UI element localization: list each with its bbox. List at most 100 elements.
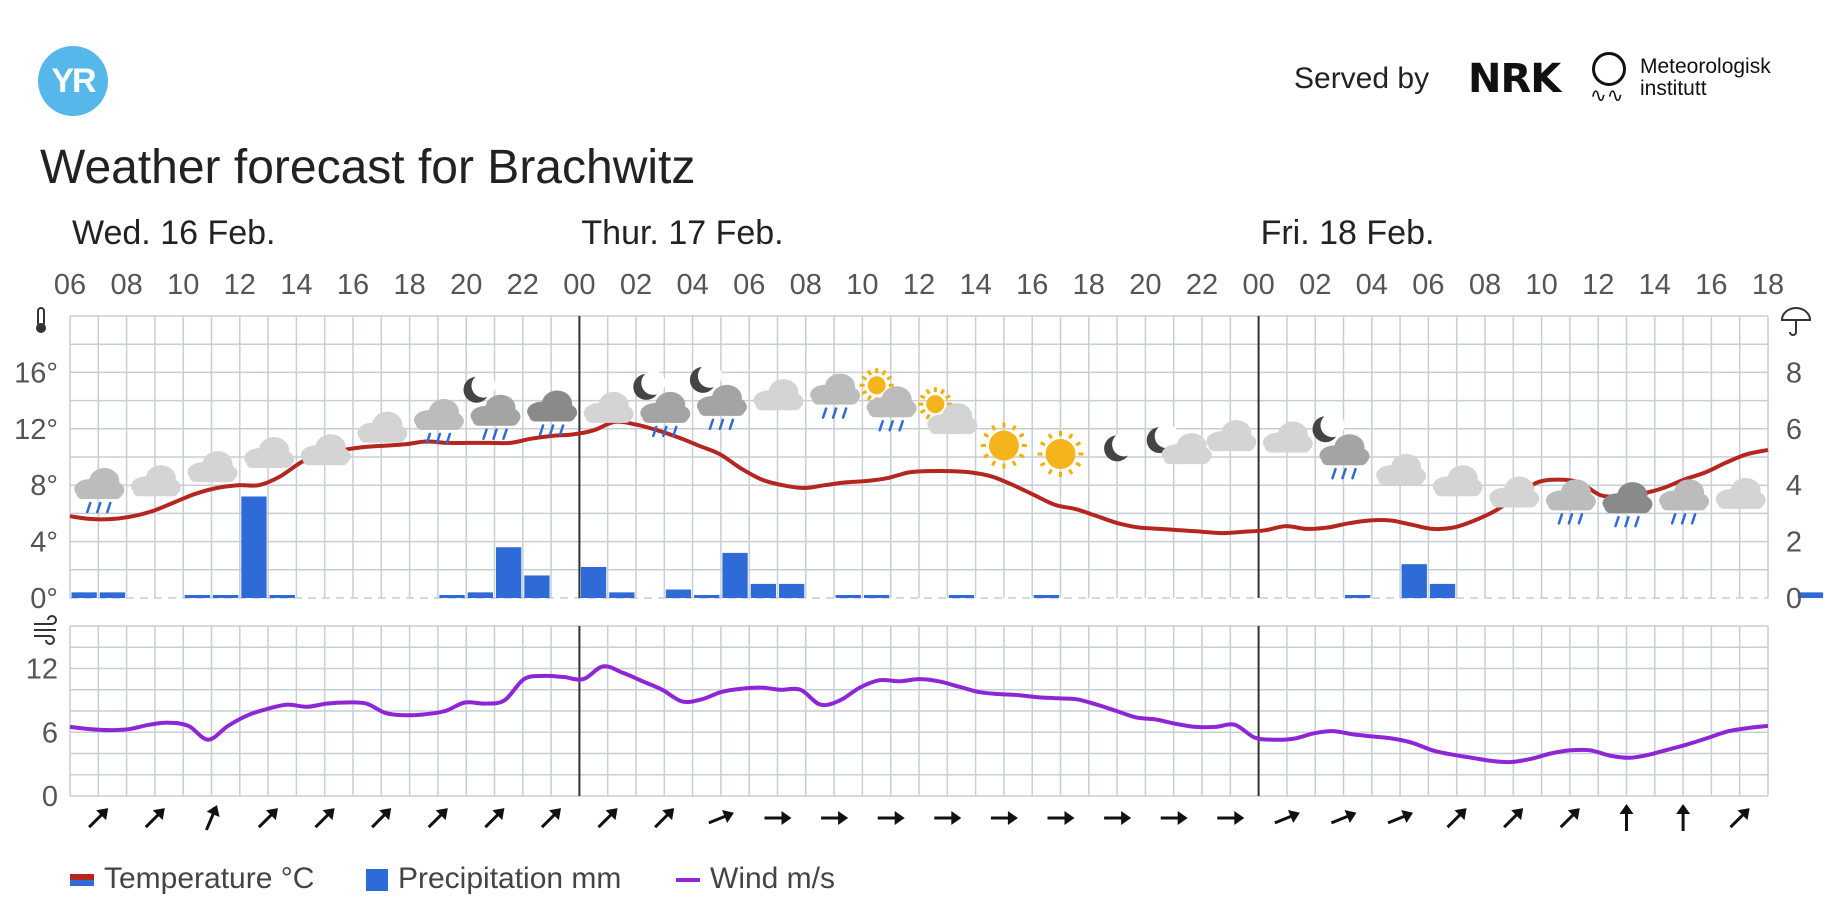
precip-bar — [1345, 595, 1371, 598]
temp-tick-label: 16° — [14, 357, 58, 389]
sun-ray — [866, 394, 872, 401]
wind-arrow-icon — [654, 808, 675, 829]
nightrain-icon — [463, 373, 521, 440]
rain-drop — [1624, 515, 1630, 528]
wind-arrow-head — [1344, 810, 1357, 823]
temp-tick-label: 12° — [14, 414, 58, 446]
x-tick-label: 14 — [1639, 269, 1671, 301]
wind-arrow-head — [1737, 808, 1750, 821]
x-tick-label: 22 — [507, 269, 539, 301]
wind-icon — [34, 615, 57, 645]
cloud-icon — [357, 411, 408, 443]
moon-part — [1154, 424, 1179, 449]
cloud-part — [1547, 498, 1594, 511]
sun-disc — [988, 430, 1019, 461]
precip-bar — [1401, 564, 1427, 598]
moon-part — [1112, 432, 1137, 457]
rain-drop — [841, 407, 848, 419]
x-tick-label: 06 — [54, 269, 86, 301]
suncloud-icon — [918, 387, 978, 435]
cloud-part — [529, 409, 576, 422]
cloud-part — [698, 403, 745, 416]
cloud-icon — [187, 451, 238, 483]
rain-icon — [810, 373, 861, 419]
precip-bar — [779, 583, 805, 598]
x-tick-label: 22 — [1186, 269, 1218, 301]
sun-ray — [1039, 441, 1046, 447]
wind-arrow-icon — [1274, 810, 1300, 825]
cloud-icon — [1262, 421, 1313, 453]
wind-arrow-icon — [1729, 808, 1750, 829]
sun-ray — [1075, 461, 1082, 467]
wind-arrow-icon — [708, 810, 734, 825]
wind-arrow-head — [781, 811, 792, 825]
weather-icons — [74, 363, 1766, 528]
wind-arrow-icon — [257, 808, 278, 829]
sun-ray — [991, 424, 997, 431]
sun-ray — [1075, 441, 1082, 447]
cloud-part — [1163, 452, 1210, 465]
met-logo-line1: Meteorologisk — [1640, 55, 1771, 78]
wind-arrow-head — [1007, 811, 1018, 825]
precip-bar — [524, 575, 550, 598]
rain-drop — [1567, 513, 1574, 525]
met-logo-text[interactable]: Meteorologisk institutt — [1640, 56, 1771, 100]
x-tick-label: 02 — [620, 269, 652, 301]
rain-icon — [413, 398, 464, 445]
wind-arrow-icon — [427, 808, 448, 829]
thermometer-bulb — [36, 323, 46, 333]
sun-disc — [926, 395, 945, 414]
rain-drop — [1351, 467, 1357, 480]
precip-bar — [863, 595, 890, 598]
precip-bar — [835, 595, 861, 598]
rain-drop — [1614, 515, 1620, 528]
sun-icon — [980, 422, 1027, 469]
moon-part — [641, 370, 666, 395]
wind-arrow-icon — [1503, 808, 1524, 829]
nrk-logo[interactable]: NRK — [1468, 56, 1561, 102]
rain-drop — [492, 428, 498, 440]
cloud-icon — [130, 465, 181, 497]
precip-bar — [722, 552, 748, 598]
wind-arrow-head — [379, 808, 392, 821]
darkrain-icon — [527, 390, 578, 436]
precipitation-bars — [71, 496, 1824, 598]
rain-icon — [1545, 479, 1596, 525]
x-tick-label: 08 — [110, 269, 142, 301]
wind-tick-label: 6 — [42, 717, 58, 749]
umbrella-icon — [1780, 307, 1812, 336]
wind-arrow-icon — [1387, 810, 1414, 825]
legend-wind-swatch — [676, 878, 700, 883]
thermometer-icon — [36, 307, 46, 333]
wind-arrow-icon — [1619, 804, 1634, 831]
wind-arrow-icon — [597, 808, 618, 829]
precip-bar — [750, 583, 776, 598]
cloud-part — [1264, 440, 1311, 453]
precip-bar — [580, 566, 607, 598]
rain-drop — [96, 501, 102, 514]
wind-arrow-head — [492, 808, 505, 821]
yr-logo[interactable]: YR — [38, 46, 108, 116]
wind-arrow-head — [1177, 811, 1188, 825]
moon-part — [697, 363, 722, 388]
sun-ray — [919, 408, 926, 414]
rain-drop — [106, 501, 112, 514]
wind-arrow-head — [1121, 811, 1132, 825]
wind-arrow-head — [1511, 808, 1524, 821]
rain-drop — [1341, 467, 1347, 480]
wind-arrow-icon — [1676, 804, 1691, 831]
rain-drop — [538, 424, 545, 436]
x-tick-label: 02 — [1299, 269, 1331, 301]
met-logo-line2: institutt — [1640, 77, 1707, 100]
cloud-part — [246, 456, 293, 469]
day-label: Thur. 17 Feb. — [581, 214, 783, 252]
sun-ray — [919, 394, 926, 400]
wind-line — [69, 664, 1769, 765]
cloud-icon — [1489, 476, 1540, 508]
darkrain-icon — [1602, 482, 1653, 528]
wind-arrow-head — [548, 808, 561, 821]
moon-part — [471, 373, 496, 398]
wind-arrow-icon — [1047, 811, 1075, 825]
